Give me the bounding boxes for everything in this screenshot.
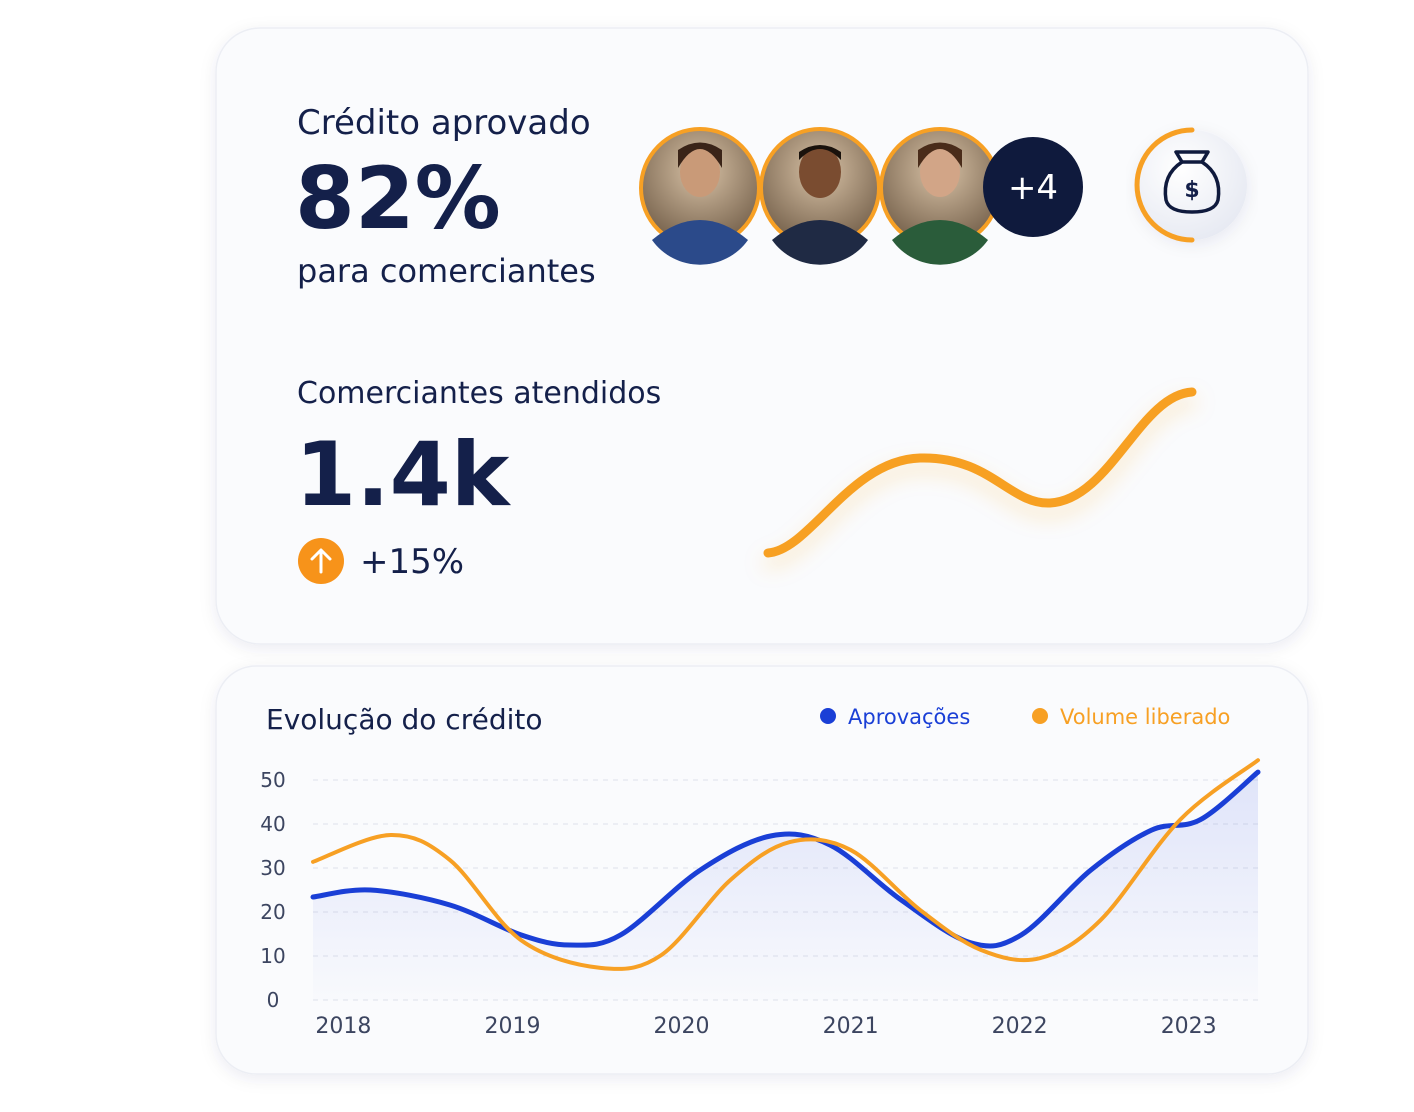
y-tick-label: 20 [260,900,285,924]
legend-dot [1032,708,1048,724]
x-tick-label: 2022 [992,1014,1048,1039]
y-tick-label: 0 [267,988,280,1012]
line [310,769,1261,949]
card-subtitle: para comerciantes [297,252,596,290]
x-tick-label: 2019 [484,1014,540,1039]
more-badge [983,137,1083,237]
y-tick-label: 10 [260,944,285,968]
legend-label: Volume liberado [1060,705,1230,729]
y-tick-label: 50 [260,768,285,792]
legend-dot [820,708,836,724]
x-tick-label: 2021 [823,1014,879,1039]
merchants-value: 1.4k [295,423,512,526]
avatars: +4 [639,127,1083,265]
x-tick-label: 2023 [1161,1014,1217,1039]
merchants-title: Comerciantes atendidos [297,376,661,411]
avatar [879,127,1001,265]
chart-title: Evolução do crédito [266,703,543,736]
line [311,758,1260,971]
y-tick-label: 40 [260,812,285,836]
avatar [639,127,761,265]
big-value: 82% [295,149,501,249]
sparkline [763,387,1197,558]
x-tick-label: 2018 [315,1014,371,1039]
x-tick-label: 2020 [654,1014,710,1039]
money-icon: $ [1134,127,1247,243]
card-title: Crédito aprovado [297,103,591,143]
more-count: +4 [1008,168,1058,208]
avatar [759,127,881,265]
svg-text:$: $ [1184,178,1199,203]
plot: 0 10 20 30 40 50 2018 2019 2020 2021 2022 2023 Aprov… [260,705,1261,1039]
legend-label: Aprovações [848,705,970,729]
merchants-change: +15% [360,542,464,582]
y-tick-label: 30 [260,856,285,880]
